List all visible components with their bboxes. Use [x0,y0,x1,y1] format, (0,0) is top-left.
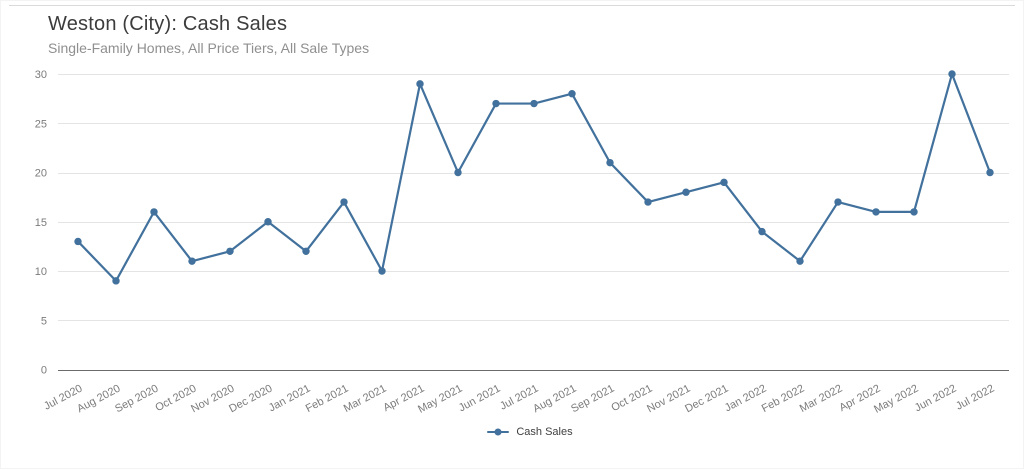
data-point[interactable] [530,99,538,108]
y-tick-label: 5 [41,315,47,327]
data-point[interactable] [986,168,994,177]
x-tick-label: Sep 2020 [113,383,160,416]
data-point[interactable] [74,237,82,246]
data-point[interactable] [758,227,766,236]
top-divider [9,5,1015,6]
data-point[interactable] [644,198,652,206]
data-point[interactable] [796,257,804,265]
y-tick-label: 25 [35,118,47,130]
data-point[interactable] [682,188,690,196]
chart-subtitle: Single-Family Homes, All Price Tiers, Al… [48,40,370,56]
y-tick-label: 10 [35,266,47,278]
x-tick-label: Mar 2022 [798,383,845,415]
x-tick-label: Jul 2022 [954,383,996,413]
data-point[interactable] [910,208,918,216]
x-tick-label: Dec 2020 [227,383,274,416]
x-tick-label: Jun 2022 [913,383,959,415]
y-tick-label: 15 [35,217,47,229]
data-point[interactable] [302,247,310,255]
data-point[interactable] [150,208,158,216]
data-point[interactable] [568,90,576,98]
data-point[interactable] [454,168,462,177]
data-point[interactable] [264,218,272,226]
data-point[interactable] [720,178,728,187]
x-tick-label: Jun 2021 [457,383,503,415]
x-tick-label: Dec 2021 [683,383,730,416]
legend-dot-icon [494,428,502,436]
data-point[interactable] [492,99,500,108]
y-tick-label: 20 [35,168,47,180]
legend-line-dot-icon [487,428,510,436]
y-tick-label: 30 [35,69,47,81]
legend-item-cash-sales[interactable]: Cash Sales [19,424,1024,440]
data-point[interactable] [834,198,842,206]
data-point[interactable] [226,247,234,255]
x-tick-label: Mar 2021 [342,383,389,415]
data-point[interactable] [606,158,614,167]
data-point[interactable] [188,257,196,265]
legend-label: Cash Sales [516,426,573,438]
data-point[interactable] [112,277,120,285]
y-tick-label: 0 [41,365,47,377]
chart-title: Weston (City): Cash Sales [48,13,288,35]
data-point[interactable] [378,267,386,275]
data-point[interactable] [872,208,880,216]
data-point[interactable] [340,198,348,206]
data-point[interactable] [416,80,424,88]
x-tick-label: Sep 2021 [569,383,616,416]
x-tick-label: Feb 2022 [760,383,807,415]
x-tick-label: Feb 2021 [304,383,351,415]
data-point[interactable] [948,70,956,78]
